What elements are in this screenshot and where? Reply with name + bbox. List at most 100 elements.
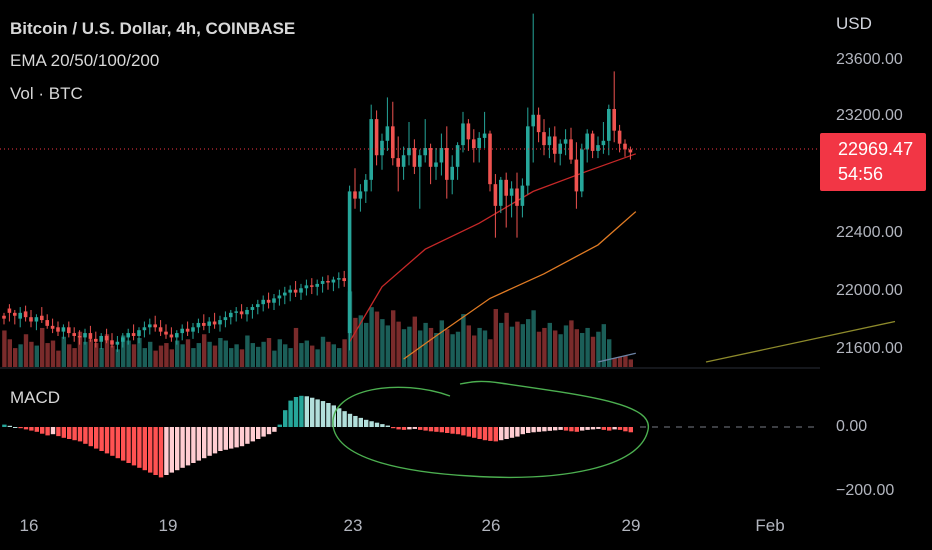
ema-lines	[349, 153, 896, 363]
volume-bar	[434, 332, 439, 367]
candle	[293, 281, 298, 297]
candle-body	[99, 335, 103, 342]
candle	[131, 324, 136, 341]
candle-body	[374, 119, 379, 156]
macd-bar	[569, 427, 574, 432]
volume-bar	[148, 341, 153, 367]
volume-bar	[310, 345, 315, 367]
candle-body	[266, 299, 271, 303]
macd-tick: −200.00	[836, 482, 895, 499]
candle-body	[185, 328, 190, 332]
candle-body	[283, 292, 287, 296]
candle-body	[72, 333, 76, 336]
candle	[337, 272, 341, 289]
symbol-title[interactable]: Bitcoin / U.S. Dollar, 4h, COINBASE	[10, 19, 296, 38]
candle	[574, 142, 579, 209]
candle	[7, 304, 12, 322]
macd-histogram	[2, 395, 633, 478]
candle	[412, 139, 417, 175]
volume-bar	[455, 331, 461, 367]
ema-legend[interactable]: EMA 20/50/100/200	[10, 51, 160, 70]
candle-body	[191, 327, 195, 332]
macd-bar	[493, 427, 498, 442]
macd-bar	[229, 427, 234, 449]
candle-body	[245, 309, 249, 315]
macd-bar	[531, 427, 536, 433]
macd-bar	[45, 427, 50, 436]
candle	[266, 292, 271, 309]
candle	[288, 285, 292, 302]
macd-bar	[601, 427, 606, 430]
macd-bar	[536, 427, 542, 432]
candle-body	[164, 331, 168, 335]
currency-label[interactable]: USD	[836, 14, 872, 33]
candle-body	[18, 312, 22, 319]
volume-bar	[493, 309, 498, 367]
macd-bar	[504, 427, 509, 439]
candle-body	[612, 108, 616, 131]
macd-legend[interactable]: MACD	[10, 388, 61, 407]
macd-bar	[547, 427, 552, 431]
candle-body	[104, 335, 109, 341]
candle	[612, 71, 616, 143]
volume-bar	[515, 321, 520, 367]
candle	[175, 330, 179, 345]
macd-bar	[261, 427, 266, 437]
volume-bar	[191, 348, 196, 367]
volume-bar	[277, 339, 282, 367]
candle-body	[337, 278, 341, 280]
volume-bar	[67, 344, 72, 367]
macd-bar	[126, 427, 131, 463]
candle-body	[142, 327, 147, 331]
macd-bar	[23, 427, 29, 430]
candle-body	[77, 335, 82, 338]
volume-bar	[158, 345, 164, 367]
candle	[342, 270, 346, 287]
candle-body	[531, 114, 535, 127]
ema-200-line	[705, 320, 896, 363]
volume-bar	[358, 315, 363, 367]
candle-body	[617, 130, 622, 144]
volume-bar	[131, 344, 137, 367]
volume-bar	[7, 339, 12, 367]
candle	[385, 97, 390, 151]
macd-bar	[266, 427, 272, 435]
candle	[617, 124, 622, 153]
ema-20-line	[349, 153, 637, 343]
candle-body	[202, 322, 206, 326]
volume-bar	[83, 341, 88, 367]
macd-bar	[175, 427, 180, 471]
candle-body	[418, 155, 422, 167]
macd-bar	[401, 427, 407, 430]
macd-bar	[142, 427, 147, 471]
volume-bar	[531, 310, 536, 367]
volume-legend[interactable]: Vol · BTC	[10, 84, 83, 103]
volume-bar	[202, 334, 207, 367]
candle-body	[482, 133, 487, 138]
candle	[590, 130, 595, 159]
volume-bar	[23, 334, 29, 367]
candle	[445, 126, 449, 199]
candle-body	[310, 285, 314, 287]
candle	[272, 294, 276, 310]
time-tick: 19	[158, 516, 178, 535]
macd-bar	[439, 427, 444, 433]
volume-bar	[304, 340, 309, 367]
candle-body	[358, 191, 363, 199]
volume-bar	[482, 330, 488, 367]
candle-body	[234, 311, 238, 313]
candle-body	[261, 299, 265, 305]
macd-bar	[104, 427, 110, 454]
macd-bar	[2, 424, 7, 427]
volume-bar	[13, 348, 18, 367]
volume-bar	[477, 327, 482, 367]
macd-bar	[223, 427, 228, 450]
macd-bar	[628, 427, 633, 433]
volume-bar	[126, 340, 131, 367]
last-price-tag[interactable]: 22969.47 54:56	[820, 133, 926, 191]
time-tick: 23	[343, 516, 363, 535]
candle-body	[509, 188, 514, 196]
macd-bar	[207, 427, 212, 456]
volume-bar	[607, 339, 612, 367]
